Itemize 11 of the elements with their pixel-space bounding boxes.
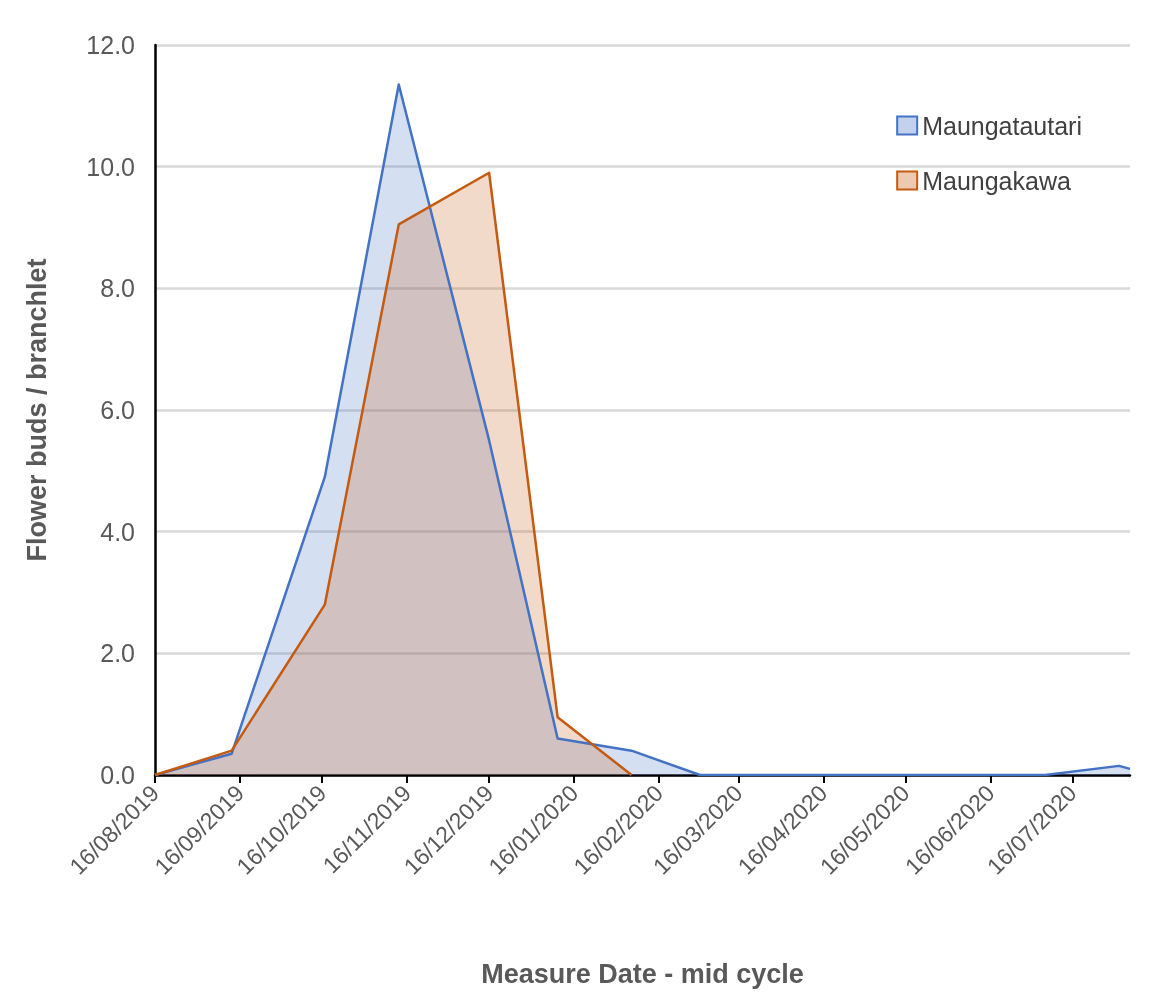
y-axis-title: Flower buds / branchlet	[21, 258, 52, 562]
y-tick-label: 0.0	[100, 761, 135, 789]
legend-label: Maungakawa	[922, 166, 1071, 195]
legend-label: Maungatautari	[922, 111, 1082, 140]
y-tick-label: 2.0	[100, 639, 135, 668]
y-tick-label: 6.0	[100, 396, 135, 424]
y-tick-label: 4.0	[100, 517, 135, 546]
y-tick-label: 8.0	[100, 274, 135, 303]
y-tick-label: 10.0	[86, 152, 135, 181]
y-tick-label: 12.0	[86, 31, 135, 59]
x-axis-title: Measure Date - mid cycle	[481, 958, 804, 989]
